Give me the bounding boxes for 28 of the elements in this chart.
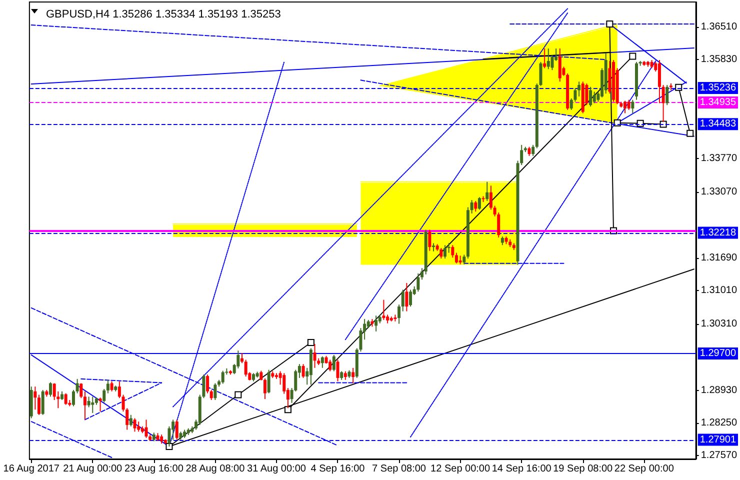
x-tick-label: 21 Aug 00:00 <box>63 464 123 474</box>
x-tick-label: 31 Aug 00:00 <box>246 464 306 474</box>
x-tick-label: 19 Sep 08:00 <box>553 464 614 474</box>
x-tick-label: 22 Sep 00:00 <box>614 464 674 474</box>
y-tick-label: 1.33070 <box>700 186 738 198</box>
x-tick-label: 23 Aug 16:00 <box>124 464 184 474</box>
y-tick-label: 1.30310 <box>700 318 738 330</box>
y-tick-label: 1.28250 <box>700 418 738 429</box>
ref-line-label: 1.27901 <box>700 434 736 446</box>
ref-line-label: 1.35236 <box>700 82 736 94</box>
x-tick-label: 12 Sep 00:00 <box>430 464 490 474</box>
x-tick-label: 4 Sep 16:00 <box>310 464 366 474</box>
x-tick-label: 14 Sep 16:00 <box>492 464 552 474</box>
x-tick-label: 28 Aug 08:00 <box>186 464 246 474</box>
x-tick-label: 16 Aug 2017 <box>3 464 60 474</box>
y-tick-label: 1.27570 <box>700 450 738 462</box>
y-tick-label: 1.33770 <box>700 152 738 164</box>
y-tick-label: 1.28930 <box>700 384 738 396</box>
text: GBPUSD,H4 1.35286 1.35334 1.35193 1.35253 <box>46 8 281 20</box>
ref-line-label: 1.29700 <box>700 348 736 359</box>
y-tick-label: 1.35830 <box>700 54 738 66</box>
y-tick-label: 1.36510 <box>700 21 738 32</box>
ref-line-label: 1.32218 <box>700 227 736 238</box>
y-tick-label: 1.31010 <box>700 285 738 296</box>
ref-line-label: 1.34935 <box>700 96 736 108</box>
ref-line-label: 1.34483 <box>700 118 736 130</box>
x-tick-label: 7 Sep 08:00 <box>372 464 426 474</box>
y-tick-label: 1.31690 <box>700 252 738 264</box>
